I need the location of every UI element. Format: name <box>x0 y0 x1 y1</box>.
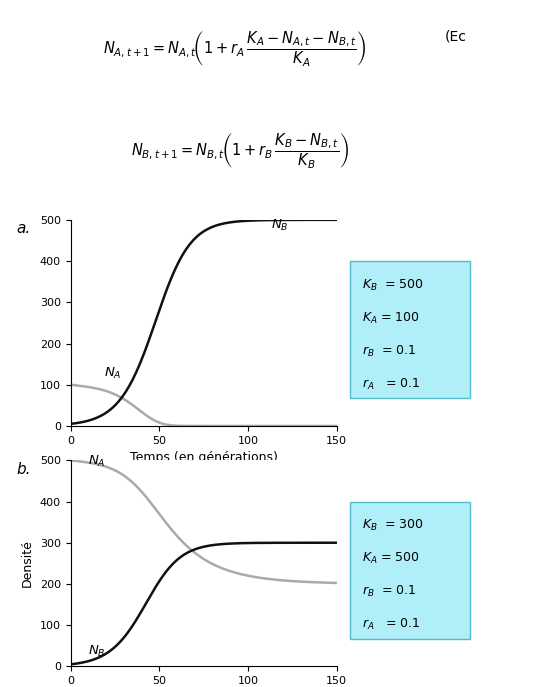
Y-axis label: Densité: Densité <box>21 539 34 587</box>
Text: $r_A$   = 0.1: $r_A$ = 0.1 <box>362 617 421 632</box>
Text: $r_A$   = 0.1: $r_A$ = 0.1 <box>362 376 421 392</box>
Text: $N_B$: $N_B$ <box>271 218 289 233</box>
Text: (Ec: (Ec <box>445 30 466 43</box>
Text: a.: a. <box>16 221 30 236</box>
Text: $N_{B,t+1} = N_{B,t}\!\left(1 + r_B\,\dfrac{K_B - N_{B,t}}{K_B}\right)$: $N_{B,t+1} = N_{B,t}\!\left(1 + r_B\,\df… <box>131 131 349 170</box>
Text: $K_B$  = 300: $K_B$ = 300 <box>362 518 424 533</box>
Text: $N_A$: $N_A$ <box>89 453 106 469</box>
X-axis label: Temps (en générations): Temps (en générations) <box>130 451 277 464</box>
Text: $N_{A,t+1} = N_{A,t}\!\left(1 + r_A\,\dfrac{K_A - N_{A,t} - N_{B,t}}{K_A}\right): $N_{A,t+1} = N_{A,t}\!\left(1 + r_A\,\df… <box>103 30 366 69</box>
Text: b.: b. <box>16 462 31 477</box>
FancyBboxPatch shape <box>350 502 470 639</box>
Text: $K_B$  = 500: $K_B$ = 500 <box>362 278 424 293</box>
Text: $N_A$: $N_A$ <box>104 366 122 381</box>
Text: $K_A$ = 100: $K_A$ = 100 <box>362 311 420 326</box>
FancyBboxPatch shape <box>350 261 470 398</box>
Text: $r_B$  = 0.1: $r_B$ = 0.1 <box>362 344 416 359</box>
Text: $K_A$ = 500: $K_A$ = 500 <box>362 551 420 566</box>
Text: $r_B$  = 0.1: $r_B$ = 0.1 <box>362 584 416 599</box>
Text: $N_B$: $N_B$ <box>89 644 106 659</box>
